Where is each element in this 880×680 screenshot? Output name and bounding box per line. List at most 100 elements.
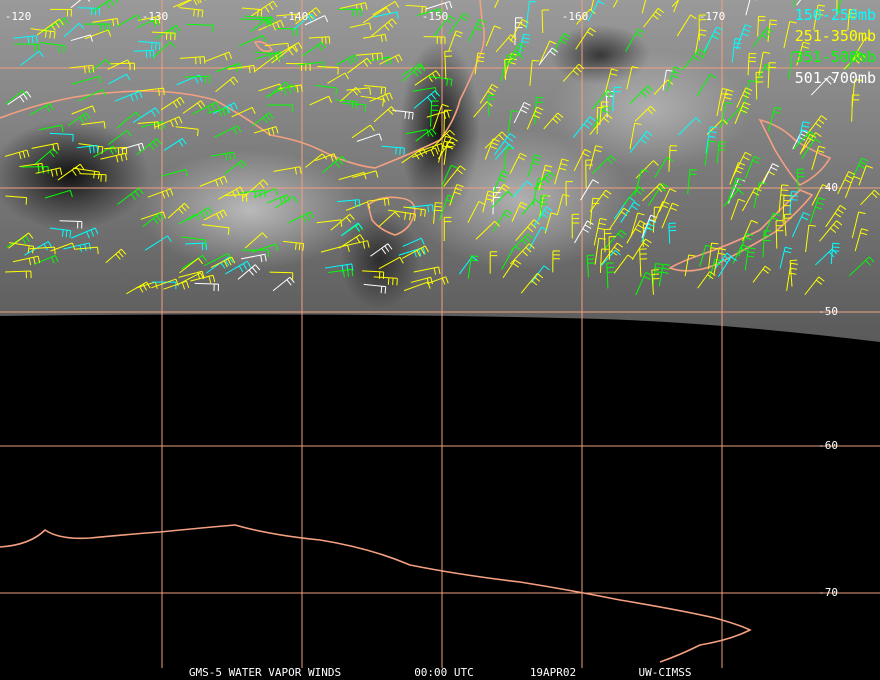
wind-barb [371,18,397,37]
wind-barb [8,242,35,254]
wind-barb [117,187,144,205]
wind-barb [192,101,220,115]
wind-barb [305,153,328,168]
longitude-label: -130 [142,10,169,23]
wind-barb [194,282,220,292]
wind-barb [654,200,670,222]
wind-barb [337,199,361,207]
wind-barb [49,132,74,142]
wind-barb [757,15,766,37]
wind-barb [429,100,439,127]
wind-barb [494,133,517,155]
wind-barb [612,86,622,112]
wind-barb [287,211,315,224]
wind-barb [504,58,512,80]
wind-barb [7,91,32,106]
wind-barb [356,133,383,142]
wind-barb [431,129,456,149]
wind-barb [662,69,674,91]
wind-barb [100,152,128,163]
wind-barb [720,89,734,111]
wind-barb [634,105,656,122]
wind-barb [223,160,247,175]
wind-barb [91,0,119,13]
wind-barb [639,248,648,277]
wind-barb [414,70,441,86]
wind-barb [250,0,278,17]
wind-barb [492,187,501,215]
wind-barb [412,87,438,95]
wind-barb [215,76,239,92]
wind-barb [571,213,580,239]
wind-barb [699,244,713,267]
wind-barb [69,64,95,74]
wind-barb [732,244,749,264]
wind-barb [339,2,368,12]
wind-barb [705,126,718,154]
wind-barb [796,41,811,66]
wind-barb [526,106,544,130]
wind-barb [533,171,556,190]
wind-barb [72,167,100,180]
wind-barb [758,51,771,76]
wind-barb [334,99,358,109]
wind-barb [253,126,279,136]
wind-barb [494,143,515,160]
wind-barb [338,171,367,181]
wind-barb [444,50,452,80]
longitude-label: -160 [562,10,589,23]
wind-barb [491,190,514,209]
wind-barb [379,54,403,65]
wind-barb [105,248,127,264]
wind-barb [694,29,707,55]
wind-barb [484,131,508,149]
wind-barb [716,141,726,164]
wind-barb [797,121,810,145]
wind-barb [844,175,861,198]
wind-barb [38,124,64,133]
wind-barb [44,189,73,199]
wind-barb [858,165,873,186]
footer-text: UW-CIMSS [639,666,692,679]
wind-barb [401,245,429,259]
wind-barb [402,237,425,247]
wind-barb [84,29,112,40]
wind-barb [503,53,524,70]
wind-barb [475,220,500,240]
wind-barb [512,180,533,198]
wind-barb [593,217,607,246]
wind-barb [340,87,361,102]
wind-barb [793,131,816,150]
wind-barb [381,145,405,156]
wind-barb [677,117,702,136]
wind-barb [392,109,414,120]
wind-barb [179,7,204,18]
wind-barb [423,36,446,44]
wind-barb [244,15,273,26]
wind-barb [502,259,522,278]
wind-barb [207,107,229,117]
wind-barb [178,213,201,225]
wind-barb [405,129,430,137]
latitude-label: -60 [818,439,838,452]
wind-barb [133,49,155,58]
wind-barb [211,151,236,161]
wind-barb [620,201,641,223]
latitude-label: -70 [818,586,838,599]
wind-barb [811,145,826,170]
wind-barb [231,106,256,118]
wind-barb [580,179,600,201]
wind-barb [271,46,298,64]
wind-barb [805,224,816,253]
wind-barb [181,236,207,247]
wind-barb [71,105,96,115]
wind-barb [267,104,293,112]
wind-barb [362,270,385,279]
wind-barb [298,61,325,70]
wind-barb [682,48,705,71]
wind-barb [347,57,372,74]
wind-barb [308,36,331,45]
wind-barb [72,75,102,85]
wind-barb [92,17,119,27]
